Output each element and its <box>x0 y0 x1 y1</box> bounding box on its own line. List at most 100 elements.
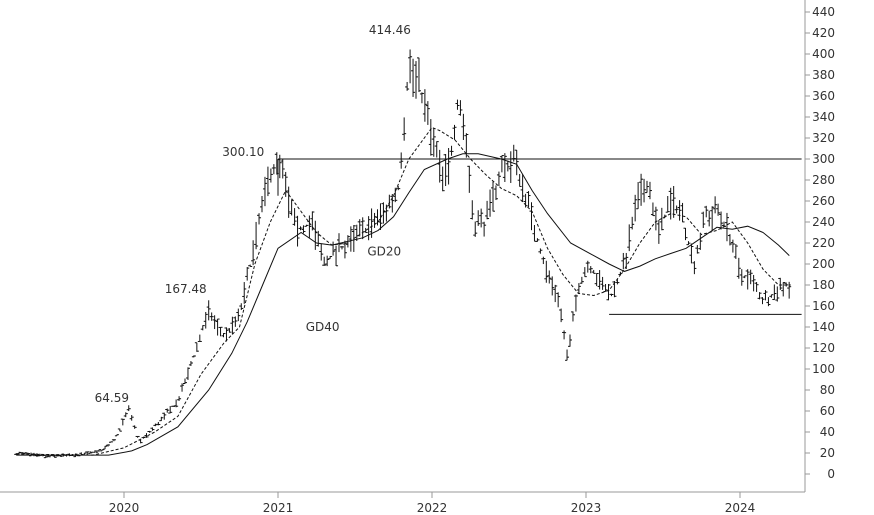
ohlc-bar <box>781 282 786 297</box>
ohlc-bar <box>165 408 170 413</box>
ohlc-bar <box>476 210 481 226</box>
annotation-label: GD20 <box>367 244 401 258</box>
ohlc-bar <box>248 264 253 267</box>
ohlc-bar <box>271 164 276 175</box>
ohlc-bar <box>126 405 131 412</box>
y-tick-label: 400 <box>812 47 835 61</box>
ohlc-bar <box>633 194 638 222</box>
ohlc-bar <box>594 273 599 287</box>
ohlc-bar <box>668 187 673 220</box>
ohlc-bar <box>727 234 732 246</box>
ohlc-bar <box>588 266 593 274</box>
ohlc-bar <box>402 117 407 141</box>
x-tick-label: 2021 <box>263 501 294 515</box>
ohlc-bar <box>265 166 270 197</box>
ohlc-bar <box>289 199 294 216</box>
ohlc-bar <box>378 203 383 230</box>
ohlc-bar <box>642 178 647 203</box>
ohlc-bar <box>775 286 780 302</box>
ohlc-bar <box>339 246 344 250</box>
ohlc-bar <box>159 416 164 422</box>
y-tick-label: 380 <box>812 68 835 82</box>
ohlc-bar <box>547 270 552 284</box>
ohlc-bar <box>621 252 626 270</box>
ohlc-bar <box>710 206 715 232</box>
y-tick-label: 120 <box>812 341 835 355</box>
ohlc-bar <box>736 257 741 279</box>
y-tick-label: 320 <box>812 131 835 145</box>
annotation-label: 414.46 <box>369 23 411 37</box>
ohlc-bar <box>535 238 540 242</box>
ohlc-bar <box>627 224 632 252</box>
y-tick-label: 360 <box>812 89 835 103</box>
ohlc-bar <box>467 165 472 193</box>
ohlc-bar <box>393 187 398 203</box>
y-tick-label: 420 <box>812 26 835 40</box>
ohlc-bar <box>94 450 99 453</box>
annotation-label: 300.10 <box>222 145 264 159</box>
ohlc-bar <box>405 81 410 91</box>
ohlc-bar <box>692 261 697 275</box>
ohlc-bar <box>260 195 265 213</box>
ohlc-bar <box>366 216 371 241</box>
ohlc-bar <box>553 284 558 303</box>
ohlc-bar <box>677 200 682 221</box>
ohlc-bar <box>194 342 199 352</box>
ohlc-bar <box>334 245 339 267</box>
ohlc-bar <box>295 215 300 247</box>
ohlc-bar <box>446 148 451 185</box>
ohlc-bar <box>517 173 522 187</box>
ohlc-bar <box>206 300 211 321</box>
ohlc-bar <box>485 200 490 220</box>
annotation-label: 64.59 <box>95 391 129 405</box>
ohlc-bar <box>200 325 205 331</box>
ohlc-bar <box>461 113 466 140</box>
ohlc-bar <box>556 292 561 308</box>
ohlc-bar <box>579 276 584 284</box>
y-tick-label: 20 <box>820 446 835 460</box>
ohlc-bars <box>14 49 792 459</box>
ohlc-bar <box>150 427 155 431</box>
ohlc-bar <box>268 168 273 183</box>
ohlc-bar <box>671 186 676 218</box>
ohlc-bar <box>470 200 475 220</box>
ohlc-bar <box>171 405 176 407</box>
y-tick-label: 220 <box>812 236 835 250</box>
annotations: 64.59 167.48 300.10 414.46 GD20 GD40 <box>95 23 411 405</box>
ohlc-bar <box>724 212 729 242</box>
ohlc-bar <box>283 171 288 197</box>
ohlc-bar <box>585 260 590 273</box>
ohlc-bar <box>108 441 113 443</box>
y-tick-label: 340 <box>812 110 835 124</box>
ohlc-bar <box>411 58 416 97</box>
ohlc-bar <box>197 334 202 342</box>
ohlc-bar <box>529 202 534 231</box>
ohlc-bar <box>254 221 259 250</box>
ohlc-bar <box>396 186 401 191</box>
ohlc-bar <box>609 293 614 297</box>
ohlc-bar <box>499 155 504 173</box>
ohlc-bar <box>322 256 327 266</box>
ohlc-bar <box>538 248 543 254</box>
y-tick-label: 260 <box>812 194 835 208</box>
ohlc-bar <box>111 439 116 442</box>
ohlc-bar <box>656 219 661 244</box>
ohlc-bar <box>544 260 549 283</box>
ohlc-bar <box>603 283 608 293</box>
ohlc-bar <box>280 159 285 179</box>
ohlc-bar <box>227 328 232 333</box>
y-tick-label: 440 <box>812 5 835 19</box>
ohlc-bar <box>730 239 735 253</box>
ohlc-bar <box>348 226 353 252</box>
y-tick-label: 40 <box>820 425 835 439</box>
ohlc-bar <box>573 294 578 312</box>
ohlc-bar <box>541 256 546 265</box>
ohlc-bar <box>754 282 759 292</box>
ohlc-bar <box>357 219 362 237</box>
ohlc-bar <box>328 255 333 260</box>
y-tick-label: 60 <box>820 404 835 418</box>
ohlc-bar <box>100 449 105 452</box>
ohlc-bar <box>698 234 703 250</box>
ohlc-bar <box>591 269 596 274</box>
ohlc-bar <box>387 194 392 209</box>
